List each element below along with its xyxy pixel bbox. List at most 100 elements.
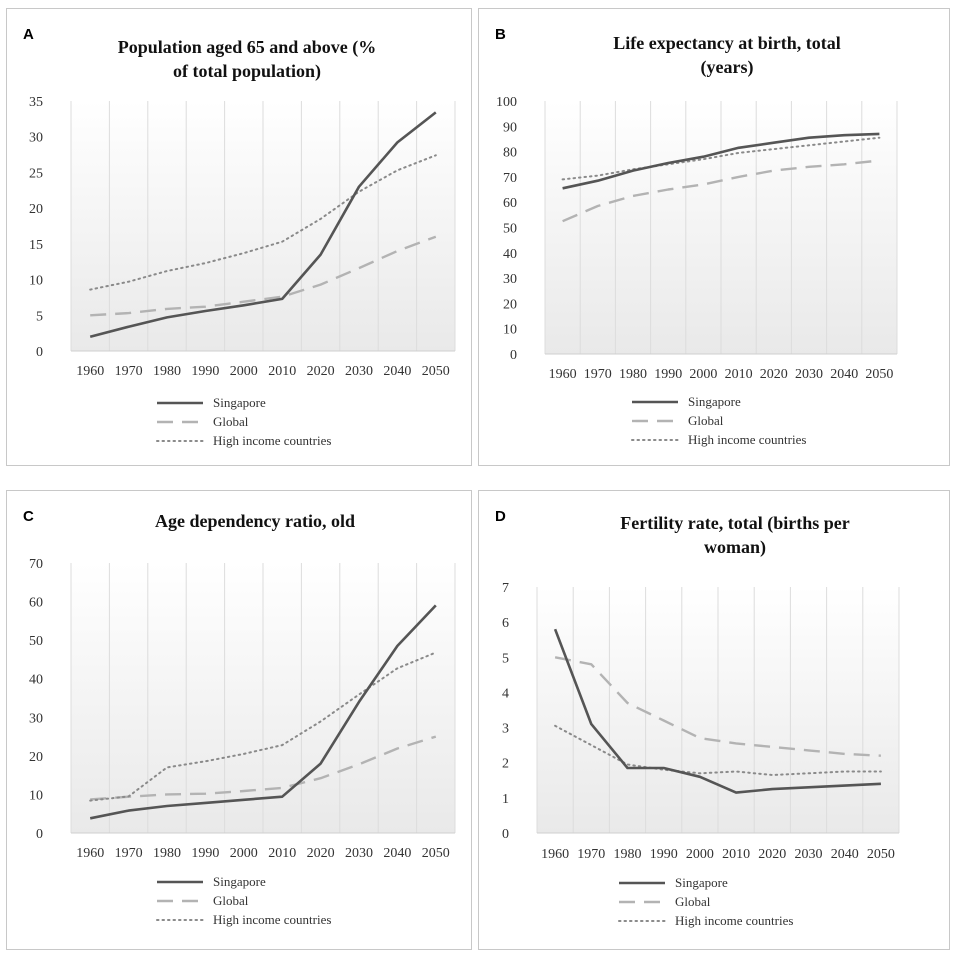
series-line-singapore — [553, 628, 881, 794]
x-tick-label: 2010 — [722, 847, 750, 862]
y-tick-label: 60 — [29, 596, 43, 611]
y-tick-label: 30 — [503, 272, 517, 287]
x-tick-label: 1970 — [584, 367, 612, 382]
x-tick-label: 2000 — [230, 364, 258, 379]
legend-label-singapore: Singapore — [688, 394, 741, 409]
y-tick-label: 35 — [29, 95, 43, 110]
y-tick-label: 25 — [29, 166, 43, 181]
chart-title-line: Age dependency ratio, old — [155, 511, 355, 531]
x-tick-label: 2030 — [345, 846, 373, 861]
y-tick-label: 5 — [502, 651, 509, 666]
chart-c-svg: C Age dependency ratio, old01020304050607… — [23, 508, 456, 927]
y-tick-label: 20 — [29, 750, 43, 765]
series-line-singapore — [562, 132, 880, 190]
x-tick-label: 2040 — [830, 367, 858, 382]
legend-label-global: Global — [213, 893, 249, 908]
y-tick-label: 0 — [36, 827, 43, 842]
series-line-global — [90, 235, 437, 317]
x-tick-label: 2020 — [760, 367, 788, 382]
y-tick-label: 0 — [36, 345, 43, 360]
y-tick-label: 10 — [29, 788, 43, 803]
x-tick-label: 2030 — [795, 847, 823, 862]
y-tick-label: 70 — [503, 171, 517, 186]
y-tick-label: 50 — [29, 634, 43, 649]
x-tick-label: 2050 — [867, 847, 895, 862]
panel-d-fertility-rate: D Fertility rate, total (births per woman)… — [478, 490, 950, 950]
x-tick-label: 2000 — [689, 367, 717, 382]
panel-label: C — [23, 508, 34, 525]
x-tick-label: 1970 — [115, 364, 143, 379]
legend-label-high-income-countries: High income countries — [213, 912, 331, 927]
y-tick-label: 0 — [510, 348, 517, 363]
series-line-high-income-countries — [554, 724, 882, 776]
x-tick-label: 2010 — [725, 367, 753, 382]
legend-label-singapore: Singapore — [213, 874, 266, 889]
chart-title-line: woman) — [704, 537, 766, 558]
y-tick-label: 90 — [503, 120, 517, 135]
chart-a-svg: A Population aged 65 and above (% of total… — [23, 26, 456, 448]
y-tick-label: 10 — [29, 274, 43, 289]
panel-label: D — [495, 508, 506, 525]
x-tick-label: 1980 — [614, 847, 642, 862]
x-tick-label: 2000 — [686, 847, 714, 862]
y-tick-label: 40 — [29, 673, 43, 688]
y-tick-label: 6 — [502, 616, 509, 631]
y-tick-label: 2 — [502, 757, 509, 772]
x-tick-label: 1970 — [577, 847, 605, 862]
y-tick-label: 50 — [503, 222, 517, 237]
panel-c-age-dependency: C Age dependency ratio, old 0 10 20 30 40 50 60 7… — [6, 490, 472, 950]
x-tick-label: 2010 — [268, 846, 296, 861]
legend-label-global: Global — [675, 894, 711, 909]
legend-label-high-income-countries: High income countries — [213, 433, 331, 448]
panel-label: A — [23, 26, 34, 43]
legend-label-singapore: Singapore — [675, 875, 728, 890]
y-tick-label: 100 — [496, 95, 517, 110]
legend-label-global: Global — [688, 413, 724, 428]
y-tick-label: 4 — [502, 686, 509, 701]
series-line-singapore — [89, 111, 437, 338]
x-tick-label: 1970 — [115, 846, 143, 861]
legend-label-singapore: Singapore — [213, 395, 266, 410]
chart-d-svg: D Fertility rate, total (births per woman)… — [495, 508, 900, 928]
x-tick-label: 2050 — [865, 367, 893, 382]
legend-label-high-income-countries: High income countries — [688, 432, 806, 447]
series-line-high-income-countries — [561, 136, 881, 181]
panel-a-population-65: A Population aged 65 and above (% of total… — [6, 8, 472, 466]
x-tick-label: 1980 — [619, 367, 647, 382]
x-tick-label: 1960 — [76, 846, 104, 861]
x-tick-label: 1990 — [654, 367, 682, 382]
x-tick-label: 2020 — [307, 364, 335, 379]
y-tick-label: 20 — [29, 202, 43, 217]
y-tick-label: 3 — [502, 722, 509, 737]
legend-label-high-income-countries: High income countries — [675, 913, 793, 928]
x-tick-label: 2000 — [230, 846, 258, 861]
y-tick-label: 1 — [502, 792, 509, 807]
y-tick-label: 0 — [502, 827, 509, 842]
y-tick-label: 40 — [503, 247, 517, 262]
chart-title-line: Fertility rate, total (births per — [620, 513, 849, 534]
chart-title-line: (years) — [701, 57, 754, 78]
x-tick-label: 1990 — [191, 846, 219, 861]
x-tick-label: 1980 — [153, 364, 181, 379]
series-line-global — [554, 656, 881, 757]
x-tick-label: 2050 — [422, 846, 450, 861]
chart-title-line: Life expectancy at birth, total — [613, 33, 840, 53]
series-line-high-income-countries — [89, 154, 437, 291]
x-tick-label: 2040 — [383, 846, 411, 861]
y-tick-label: 80 — [503, 146, 517, 161]
y-tick-label: 30 — [29, 131, 43, 146]
panel-label: B — [495, 26, 506, 43]
chart-title-line: of total population) — [173, 61, 321, 82]
chart-title-line: Population aged 65 and above (% — [118, 37, 377, 58]
x-tick-label: 2020 — [758, 847, 786, 862]
y-tick-label: 60 — [503, 196, 517, 211]
series-line-high-income-countries — [89, 651, 437, 802]
y-tick-label: 70 — [29, 557, 43, 572]
x-tick-label: 1960 — [541, 847, 569, 862]
x-tick-label: 1980 — [153, 846, 181, 861]
legend-label-global: Global — [213, 414, 249, 429]
x-tick-label: 2050 — [422, 364, 450, 379]
x-tick-label: 2040 — [831, 847, 859, 862]
y-tick-label: 15 — [29, 238, 43, 253]
panel-b-life-expectancy: B Life expectancy at birth, total (years) 0… — [478, 8, 950, 466]
